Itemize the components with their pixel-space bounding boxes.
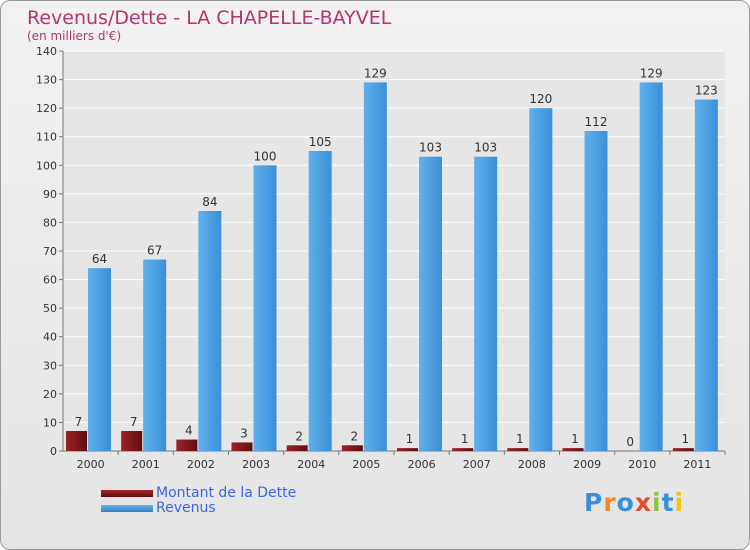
data-label-revenus: 100 [254,149,277,163]
bar-dette [286,445,308,451]
bar-revenus [253,165,277,452]
x-tick-label: 2003 [242,458,270,471]
bar-dette [121,431,143,451]
x-tick-label: 2008 [518,458,546,471]
bar-dette [672,448,694,451]
y-tick-label: 70 [43,245,57,258]
logo-letter: r [603,488,617,517]
data-label-dette: 2 [351,429,359,443]
y-tick-label: 40 [43,331,57,344]
bar-revenus [143,259,167,451]
bar-revenus [308,151,332,451]
bar-revenus [88,268,111,451]
data-label-revenus: 84 [202,195,217,209]
y-tick-label: 60 [43,274,57,287]
x-tick-label: 2000 [77,458,105,471]
bar-revenus [363,82,387,451]
bar-dette [231,442,253,451]
y-tick-label: 20 [43,388,57,401]
bar-dette [507,448,529,451]
bar-revenus [529,108,553,452]
y-tick-label: 110 [36,131,57,144]
data-label-revenus: 103 [474,141,497,155]
data-label-dette: 0 [626,435,634,449]
data-label-revenus: 103 [419,141,442,155]
x-tick-label: 2002 [187,458,215,471]
bar-dette [397,448,418,451]
bar-dette [66,431,87,451]
x-tick-label: 2006 [408,458,436,471]
bar-dette [562,448,584,451]
logo-letter: t [661,488,675,517]
bar-dette [341,445,363,451]
logo-letter: o [616,488,635,517]
data-label-revenus: 120 [529,92,552,106]
data-label-dette: 4 [185,424,193,438]
x-tick-label: 2007 [463,458,491,471]
data-label-dette: 1 [682,432,690,446]
legend-label-dette: Montant de la Dette [156,485,297,501]
data-label-dette: 1 [461,432,469,446]
y-tick-label: 120 [36,102,57,115]
bar-revenus [198,211,222,451]
bar-dette [452,448,474,451]
x-tick-label: 2005 [352,458,380,471]
y-tick-label: 100 [36,159,57,172]
logo-letter: P [584,488,604,517]
bar-revenus [474,156,498,451]
data-label-revenus: 129 [364,66,387,80]
x-tick-label: 2010 [628,458,656,471]
data-label-revenus: 67 [147,244,162,258]
bar-dette [176,439,198,451]
data-label-revenus: 64 [92,252,107,266]
logo-letter: i [652,488,662,517]
proxiti-logo: Proxiti [584,488,684,517]
bar-revenus [694,99,718,452]
bar-revenus [584,131,608,451]
chart-title: Revenus/Dette - LA CHAPELLE-BAYVEL [27,7,392,29]
y-tick-label: 130 [36,74,57,87]
x-tick-label: 2009 [573,458,601,471]
data-label-dette: 1 [571,432,579,446]
legend-label-revenus: Revenus [156,500,216,516]
data-label-dette: 1 [406,432,414,446]
y-tick-label: 90 [43,188,57,201]
y-tick-label: 80 [43,216,57,229]
data-label-revenus: 123 [695,84,718,98]
bar-revenus [639,82,663,451]
y-tick-label: 0 [50,445,57,458]
x-tick-label: 2011 [683,458,711,471]
y-tick-label: 50 [43,302,57,315]
data-label-dette: 3 [240,426,248,440]
data-label-dette: 2 [295,429,303,443]
y-tick-label: 140 [36,45,57,58]
x-tick-label: 2001 [132,458,160,471]
data-label-revenus: 112 [585,115,608,129]
logo-letter: x [634,488,652,517]
y-tick-label: 10 [43,416,57,429]
chart-subtitle: (en milliers d'€) [27,29,122,43]
bar-revenus [419,156,442,451]
data-label-dette: 1 [516,432,524,446]
y-tick-label: 30 [43,359,57,372]
data-label-dette: 7 [75,415,83,429]
legend-swatch-dette [101,490,153,497]
x-tick-label: 2004 [297,458,325,471]
legend-swatch-revenus [101,505,153,512]
logo-letter: i [674,488,685,517]
data-label-revenus: 105 [309,135,332,149]
data-label-dette: 7 [130,415,138,429]
data-label-revenus: 129 [640,66,663,80]
